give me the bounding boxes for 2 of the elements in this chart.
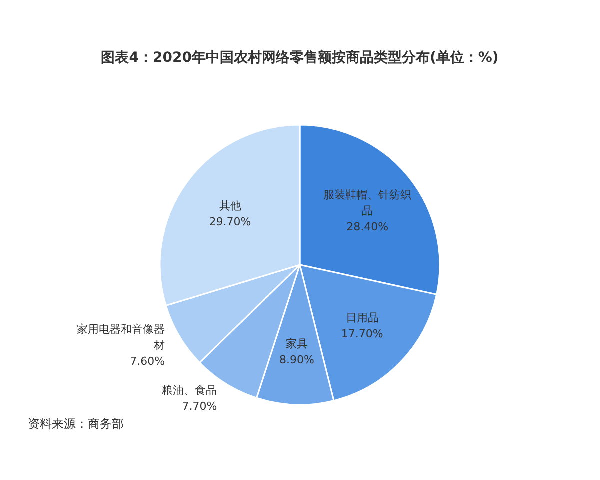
chart-title: 图表4：2020年中国农村网络零售额按商品类型分布(单位：%) <box>101 49 499 66</box>
text: 资料来源：商务部 <box>28 417 124 431</box>
